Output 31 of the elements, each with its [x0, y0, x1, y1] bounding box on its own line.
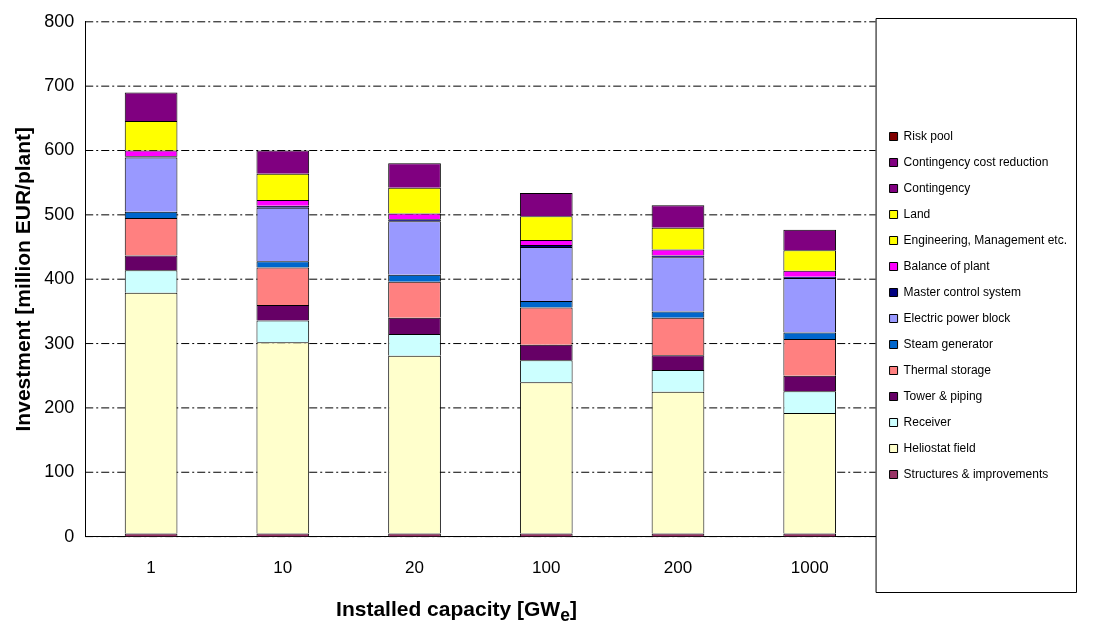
legend-label: Risk pool	[903, 128, 953, 143]
legend-label: Heliostat field	[903, 440, 976, 455]
y-tick-label: 100	[44, 461, 75, 482]
y-tick-label: 700	[44, 75, 75, 96]
x-tick-label: 1	[146, 558, 156, 578]
y-axis-title: Investment [million EUR/plant]	[11, 126, 35, 432]
x-tick-label: 10	[273, 558, 293, 578]
legend-label: Structures & improvements	[903, 466, 1049, 481]
legend-label: Thermal storage	[903, 362, 992, 377]
y-tick-label: 800	[44, 10, 75, 31]
legend-label: Electric power block	[903, 310, 1012, 325]
x-tick-label: 200	[663, 558, 693, 578]
legend-label: Land	[903, 206, 931, 221]
x-tick-label: 20	[405, 558, 424, 578]
x-tick-label: 1000	[790, 558, 829, 578]
legend-label: Steam generator	[903, 336, 993, 351]
x-axis-title: Installed capacity [GW$_{e}$]	[335, 597, 578, 627]
x-tick-label: 100	[532, 558, 561, 578]
legend-label: Master control system	[903, 284, 1021, 299]
y-tick-label: 0	[64, 525, 75, 546]
legend-label: Balance of plant	[903, 258, 991, 273]
legend-label: Tower & piping	[903, 388, 983, 403]
legend-label: Receiver	[903, 414, 951, 429]
legend-label: Engineering, Management etc.	[903, 232, 1067, 247]
y-tick-label: 200	[44, 396, 75, 417]
legend-label: Contingency cost reduction	[903, 154, 1049, 169]
legend-label: Contingency	[903, 180, 971, 195]
y-tick-label: 400	[44, 268, 75, 289]
y-tick-label: 300	[44, 332, 75, 353]
y-tick-label: 600	[44, 139, 75, 160]
y-tick-label: 500	[44, 203, 75, 224]
